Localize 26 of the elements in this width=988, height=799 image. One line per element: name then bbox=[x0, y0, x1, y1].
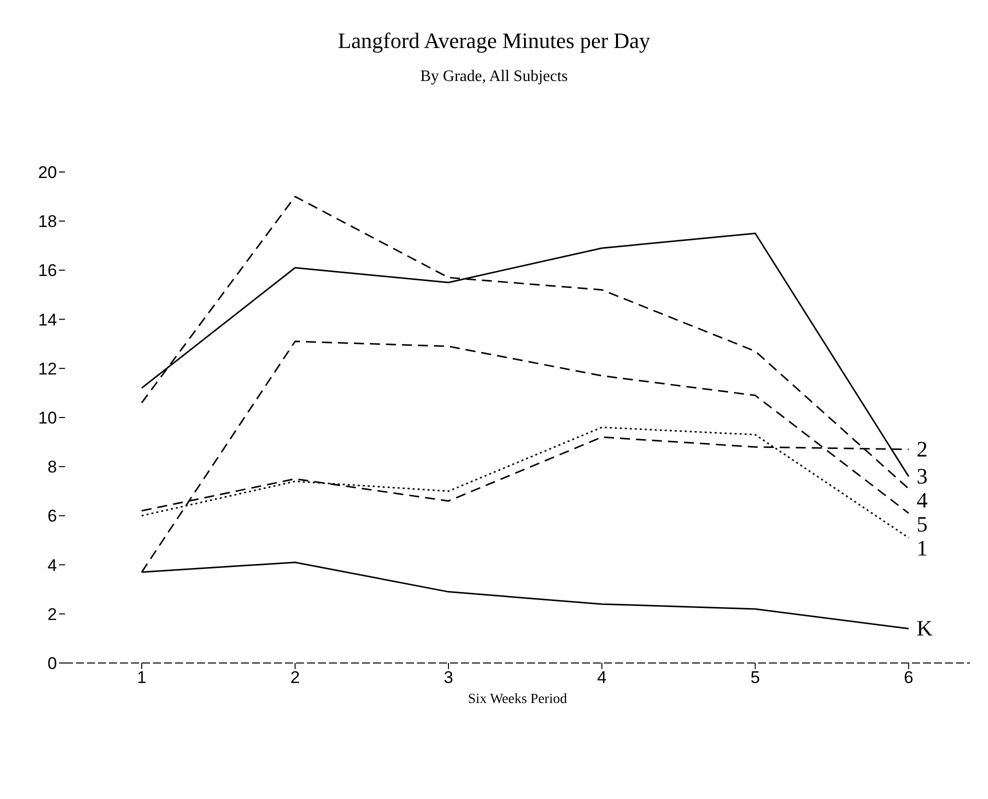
x-tick-label: 1 bbox=[136, 668, 146, 688]
y-tick-label: 6 bbox=[48, 506, 57, 526]
y-tick-label: 4 bbox=[48, 556, 57, 575]
y-tick-label: 10 bbox=[38, 408, 57, 428]
y-tick-label: 14 bbox=[38, 310, 57, 330]
chart-title: Langford Average Minutes per Day bbox=[336, 28, 652, 54]
x-tick-label: 5 bbox=[750, 668, 760, 688]
series-label: 4 bbox=[916, 487, 928, 512]
x-tick-label: 3 bbox=[444, 668, 454, 688]
series-label: 2 bbox=[916, 436, 928, 462]
y-tick-label: 18 bbox=[38, 212, 57, 232]
y-tick-label: 2 bbox=[48, 604, 57, 624]
series-label: 3 bbox=[916, 463, 928, 488]
series-label: 5 bbox=[916, 511, 928, 536]
x-axis-title: Six Weeks Period bbox=[468, 692, 567, 707]
x-tick-label: 2 bbox=[290, 668, 300, 688]
y-tick-label: 16 bbox=[38, 261, 57, 280]
y-tick-label: 20 bbox=[38, 163, 57, 182]
x-tick-label: 6 bbox=[904, 668, 914, 688]
y-tick-label: 12 bbox=[38, 359, 57, 378]
x-tick-label: 4 bbox=[597, 668, 607, 688]
y-tick-label: 8 bbox=[48, 458, 57, 477]
y-tick-label: 0 bbox=[48, 654, 57, 674]
chart-subtitle: By Grade, All Subjects bbox=[419, 68, 569, 86]
series-label: 1 bbox=[916, 535, 928, 560]
series-label: K bbox=[916, 616, 933, 641]
